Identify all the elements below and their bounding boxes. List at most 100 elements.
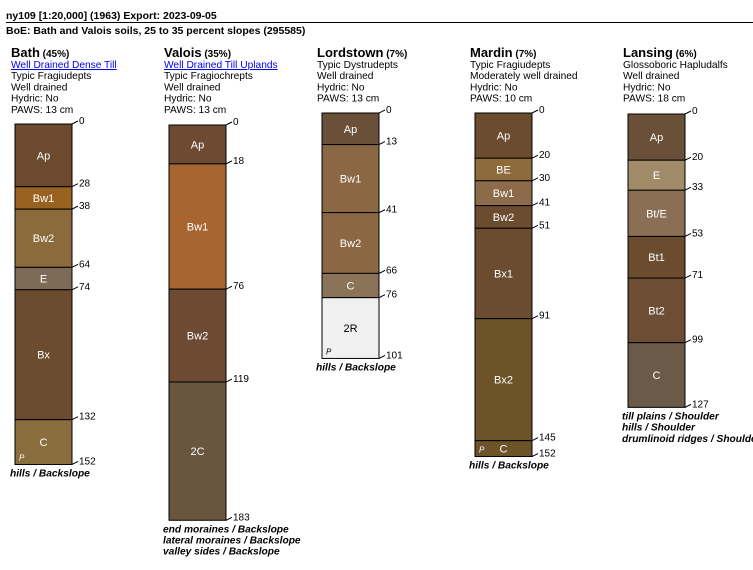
component-info-line: Moderately well drained	[470, 71, 578, 82]
component-info-line: Typic Fragiudepts	[470, 60, 550, 71]
horizon-bw2	[14, 208, 73, 268]
horizon-label: Bx2	[494, 375, 513, 387]
horizon-label: C	[347, 281, 355, 293]
component-info-line: PAWS: 13 cm	[11, 105, 73, 116]
component-title: Bath (45%)	[11, 45, 69, 60]
depth-tick	[684, 339, 692, 344]
component-info-line: PAWS: 13 cm	[164, 105, 226, 116]
component-title: Valois (35%)	[164, 45, 231, 60]
horizon-e	[627, 159, 686, 191]
parent-material-marker: P	[479, 446, 485, 455]
depth-tick	[225, 378, 233, 383]
horizon-bw2	[168, 288, 227, 383]
horizon-2r	[321, 297, 380, 359]
depth-tick	[531, 437, 539, 442]
profile-column: Ap Bw1 Bw2 E Bx C P	[14, 123, 73, 465]
depth-label: 152	[539, 449, 556, 460]
depth-tick	[71, 120, 79, 125]
component-info-line: Typic Dystrudepts	[317, 60, 398, 71]
horizon-label: Bt/E	[646, 208, 667, 220]
depth-label: 41	[539, 198, 551, 209]
depth-tick	[531, 154, 539, 159]
component-percent: (7%)	[383, 49, 407, 60]
component-info-line: Typic Fragiochrepts	[164, 71, 253, 82]
depth-label: 0	[692, 106, 698, 117]
horizon-label: C	[653, 370, 661, 382]
depth-label: 76	[386, 290, 398, 301]
horizon-ap	[627, 113, 686, 161]
horizon-label: C	[40, 437, 48, 449]
horizon-bw1	[474, 180, 533, 207]
horizon-ap	[168, 124, 227, 165]
component-info-line: Hydric: No	[317, 82, 365, 93]
horizon-label: E	[40, 274, 47, 286]
depth-label: 18	[233, 156, 245, 167]
component-info-line: Hydric: No	[11, 94, 59, 105]
depth-label: 99	[692, 335, 704, 346]
profile-column: Ap E Bt/E Bt1 Bt2 C	[627, 113, 686, 408]
component-info-line: Well drained	[164, 82, 221, 93]
component-info-line: Glossoboric Hapludalfs	[623, 60, 728, 71]
horizon-c	[474, 440, 533, 458]
horizon-label: Bw1	[493, 188, 514, 200]
depth-tick	[378, 294, 386, 299]
depth-tick	[71, 183, 79, 188]
landform-position: valley sides / Backslope	[163, 547, 280, 558]
horizon-label: Bt2	[648, 305, 665, 317]
depth-tick	[378, 209, 386, 214]
horizon-label: Ap	[191, 139, 204, 151]
ecological-site-link[interactable]: Well Drained Till Uplands	[164, 60, 278, 71]
depth-label: 51	[539, 220, 551, 231]
depth-tick	[378, 141, 386, 146]
landform-position: drumlinoid ridges / Shoulder	[622, 434, 753, 445]
component-info-line: Well drained	[317, 71, 374, 82]
depth-tick	[684, 110, 692, 115]
soil-component-valois: Valois (35%)Well Drained Till UplandsTyp…	[163, 45, 301, 558]
map-unit-title: BoE: Bath and Valois soils, 25 to 35 per…	[6, 25, 306, 37]
depth-label: 20	[692, 152, 704, 163]
horizon-label: 2C	[190, 446, 204, 458]
horizon-label: Ap	[344, 124, 357, 136]
horizon-label: Bw2	[493, 212, 514, 224]
depth-tick	[684, 232, 692, 237]
depth-tick	[71, 461, 79, 465]
depth-label: 91	[539, 311, 551, 322]
component-percent: (45%)	[40, 49, 69, 60]
depth-tick	[378, 354, 386, 359]
horizon-ap	[14, 123, 73, 188]
horizon-label: Bw2	[340, 238, 361, 250]
horizon-label: Bx	[37, 350, 50, 362]
depth-label: 76	[233, 281, 245, 292]
profile-column: Ap Bw1 Bw2 2C	[168, 124, 227, 521]
depth-tick	[378, 109, 386, 114]
horizon-label: Bw1	[187, 222, 208, 234]
component-name: Lordstown	[317, 45, 383, 60]
parent-material-marker: P	[19, 453, 25, 462]
horizon-label: BE	[496, 165, 511, 177]
depth-tick	[684, 186, 692, 191]
horizon-c	[321, 272, 380, 299]
depth-label: 0	[539, 105, 545, 116]
depth-label: 53	[692, 228, 704, 239]
horizon-bw2	[321, 212, 380, 274]
depth-tick	[71, 263, 79, 268]
depth-tick	[225, 516, 233, 521]
depth-tick	[378, 269, 386, 274]
horizon-bx	[14, 289, 73, 421]
ecological-site-link[interactable]: Well Drained Dense Till	[11, 60, 117, 71]
horizon-label: 2R	[343, 323, 357, 335]
landform-position: end moraines / Backslope	[163, 524, 289, 535]
depth-tick	[225, 121, 233, 126]
depth-tick	[71, 205, 79, 210]
horizon-2c	[168, 381, 227, 521]
parent-material-marker: P	[326, 347, 332, 356]
depth-label: 33	[692, 182, 704, 193]
depth-label: 132	[79, 412, 96, 423]
depth-label: 152	[79, 456, 96, 467]
component-name: Lansing	[623, 45, 673, 60]
depth-label: 145	[539, 433, 556, 444]
depth-label: 0	[386, 105, 392, 116]
